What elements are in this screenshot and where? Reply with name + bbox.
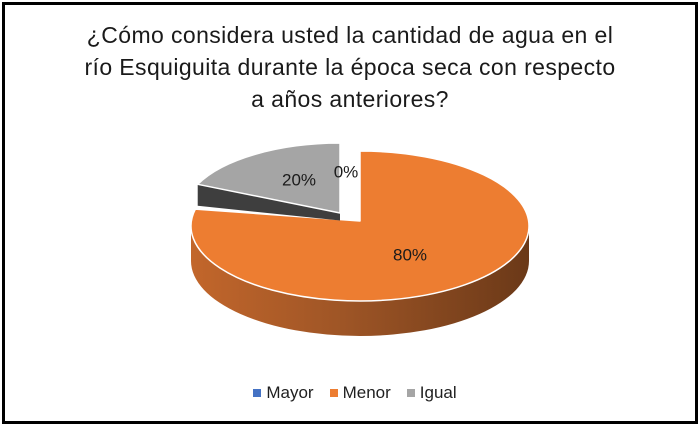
chart-title: ¿Cómo considera usted la cantidad de agu… — [0, 19, 700, 115]
slice-igual-top[interactable] — [196, 142, 341, 214]
slice-menor-top[interactable] — [190, 150, 530, 302]
data-label-menor: 80% — [393, 246, 427, 265]
legend-label-igual: Igual — [419, 382, 457, 402]
legend-item-mayor[interactable]: Mayor — [253, 382, 314, 403]
chart-title-line-2: río Esquiguita durante la época seca con… — [84, 54, 616, 80]
slice-igual-edge-side — [197, 184, 340, 221]
legend-marker-igual-icon — [406, 388, 415, 397]
legend-label-mayor: Mayor — [266, 382, 314, 402]
data-label-igual: 20% — [282, 171, 316, 190]
slice-menor-rim — [191, 226, 529, 336]
legend-label-menor: Menor — [342, 382, 391, 402]
chart-legend: Mayor Menor Igual — [0, 382, 700, 403]
legend-item-menor[interactable]: Menor — [329, 382, 391, 403]
chart-title-line-1: ¿Cómo considera usted la cantidad de agu… — [86, 22, 614, 48]
legend-marker-mayor-icon — [253, 388, 262, 397]
legend-marker-menor-icon — [329, 388, 338, 397]
legend-item-igual[interactable]: Igual — [406, 382, 457, 403]
data-label-mayor: 0% — [334, 163, 359, 182]
chart-title-line-3: a años anteriores? — [251, 86, 449, 112]
